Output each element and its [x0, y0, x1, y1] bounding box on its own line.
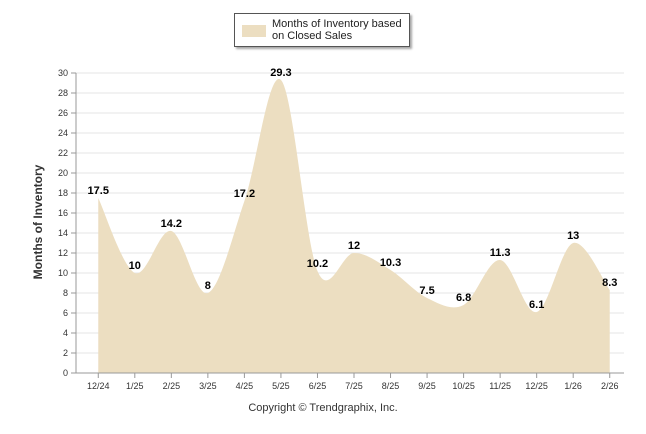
data-labels: 17.5 10 14.2 8 17.2 29.3 10.2 12 10.3 7.5 6.8 11.3 6…	[88, 67, 618, 311]
data-label: 10	[129, 260, 141, 272]
y-axis-label: Months of Inventory	[31, 164, 45, 279]
data-label: 14.2	[161, 218, 182, 230]
data-label: 10.3	[380, 257, 401, 269]
y-tick-label: 18	[58, 188, 68, 198]
y-tick-label: 16	[58, 208, 68, 218]
area-series	[98, 79, 610, 373]
y-tick-label: 22	[58, 148, 68, 158]
y-tick-label: 10	[58, 268, 68, 278]
x-tick-label: 12/25	[525, 381, 548, 391]
x-tick-label: 2/26	[601, 381, 619, 391]
x-tick-label: 9/25	[418, 381, 436, 391]
x-tick-label: 3/25	[199, 381, 217, 391]
y-tick-label: 4	[63, 328, 68, 338]
copyright-text: Copyright © Trendgraphix, Inc.	[248, 402, 398, 414]
data-label: 13	[567, 230, 579, 242]
data-label: 8.3	[602, 277, 617, 289]
legend-swatch	[242, 25, 266, 37]
y-tick-label: 14	[58, 228, 68, 238]
data-label: 8	[205, 280, 211, 292]
x-tick-label: 10/25	[452, 381, 475, 391]
data-label: 29.3	[270, 67, 291, 79]
data-label: 7.5	[419, 285, 434, 297]
y-tick-label: 6	[63, 308, 68, 318]
x-tick-label: 2/25	[163, 381, 181, 391]
data-label: 6.1	[529, 299, 544, 311]
y-tick-label: 28	[58, 88, 68, 98]
x-tick-label: 5/25	[272, 381, 290, 391]
y-tick-label: 0	[63, 368, 68, 378]
x-tick-label: 8/25	[382, 381, 400, 391]
data-label: 12	[348, 240, 360, 252]
y-tick-label: 30	[58, 68, 68, 78]
y-tick-label: 20	[58, 168, 68, 178]
x-tick-label: 1/25	[126, 381, 144, 391]
axes	[75, 73, 624, 374]
x-tick-label: 1/26	[564, 381, 582, 391]
data-label: 11.3	[490, 247, 511, 259]
y-tick-label: 12	[58, 248, 68, 258]
area-fill	[98, 79, 610, 373]
data-label: 17.2	[234, 188, 255, 200]
data-label: 17.5	[88, 185, 109, 197]
x-tick-label: 4/25	[236, 381, 254, 391]
y-tick-label: 2	[63, 348, 68, 358]
y-tick-label: 26	[58, 108, 68, 118]
x-tick-label: 6/25	[309, 381, 327, 391]
y-tick-label: 24	[58, 128, 68, 138]
x-tick-label: 7/25	[345, 381, 363, 391]
data-label: 10.2	[307, 258, 328, 270]
x-tick-label: 11/25	[489, 381, 511, 391]
y-tick-label: 8	[63, 288, 68, 298]
legend-label: Months of Inventory based on Closed Sale…	[272, 18, 402, 42]
legend: Months of Inventory based on Closed Sale…	[234, 13, 410, 47]
x-axis-ticks: 12/24 1/25 2/25 3/25 4/25 5/25 6/25 7/25 8/25 9/2…	[87, 373, 618, 391]
data-label: 6.8	[456, 292, 471, 304]
x-tick-label: 12/24	[87, 381, 110, 391]
